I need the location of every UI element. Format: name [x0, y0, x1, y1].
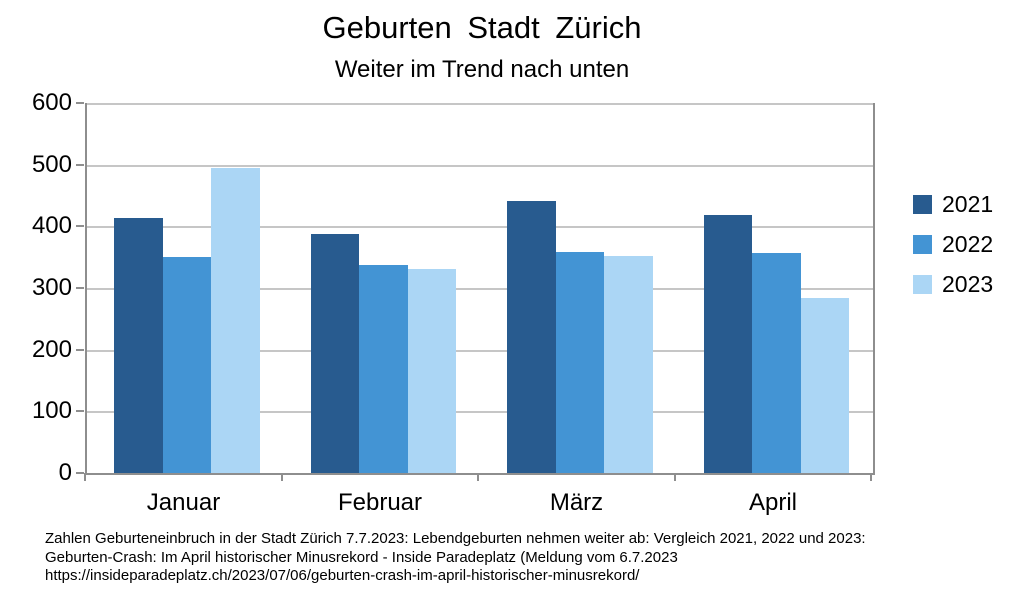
y-tick-label-300: 300: [31, 274, 72, 301]
bar-2021-januar: [114, 218, 163, 473]
gridline-400: [87, 226, 873, 229]
bar-2023-januar: [211, 167, 260, 473]
bar-2023-april: [800, 297, 850, 473]
legend-swatch-2022: [913, 235, 932, 254]
x-tick-1: [280, 473, 283, 481]
source-caption-line-2: Geburten-Crash: Im April historischer Mi…: [45, 548, 678, 566]
x-tick-2: [477, 473, 479, 481]
gridline-100: [87, 411, 873, 414]
y-tick-300: [76, 287, 84, 289]
legend-swatch-2023: [913, 275, 932, 294]
y-tick-0: [76, 472, 84, 474]
gridline-200: [87, 349, 873, 352]
legend: 2021 2022 2023: [913, 193, 993, 313]
legend-swatch-2021: [913, 195, 932, 214]
chart-subtitle: Weiter im Trend nach unten: [334, 56, 630, 83]
gridline-600: [87, 103, 873, 105]
y-tick-200: [76, 348, 84, 351]
bar-2021-april: [703, 215, 753, 473]
bar-2022-februar: [359, 265, 408, 473]
bar-2022-april: [752, 252, 801, 473]
source-caption-line-3: https://insideparadeplatz.ch/2023/07/06/…: [45, 567, 640, 584]
x-tick-label-februar: Februar: [337, 489, 423, 516]
legend-label-2021: 2021: [942, 191, 994, 217]
bar-2021-februar: [310, 234, 360, 473]
legend-label-2022: 2022: [942, 231, 994, 257]
plot-area: [85, 103, 875, 475]
legend-label-2023: 2023: [942, 271, 994, 297]
bar-2023-märz: [604, 255, 653, 473]
y-tick-label-400: 400: [31, 212, 72, 240]
y-tick-label-500: 500: [31, 150, 72, 178]
legend-item-2023: 2023: [913, 273, 993, 296]
y-tick-500: [76, 163, 84, 166]
y-tick-label-100: 100: [31, 397, 72, 425]
bar-2023-februar: [407, 268, 457, 473]
source-caption: Zahlen Geburteneinbruch in der Stadt Zür…: [45, 530, 866, 586]
x-tick-label-januar: Januar: [146, 489, 221, 516]
bar-2021-märz: [507, 201, 556, 473]
legend-item-2022: 2022: [913, 233, 993, 256]
y-tick-label-200: 200: [31, 335, 72, 363]
y-tick-100: [76, 410, 84, 413]
x-tick-4: [870, 473, 872, 481]
legend-item-2021: 2021: [913, 193, 993, 216]
x-axis-line: [85, 473, 875, 475]
y-tick-label-600: 600: [31, 89, 72, 116]
gridline-300: [87, 288, 873, 290]
y-tick-400: [76, 225, 84, 228]
x-tick-label-april: April: [748, 489, 797, 516]
y-tick-label-0: 0: [58, 459, 72, 486]
source-caption-line-1: Zahlen Geburteneinbruch in der Stadt Zür…: [45, 530, 866, 547]
x-tick-0: [84, 473, 86, 481]
y-tick-600: [76, 102, 84, 104]
bar-2022-januar: [162, 257, 212, 473]
chart-title: Geburten Stadt Zürich: [322, 10, 642, 45]
x-tick-3: [673, 473, 676, 481]
bar-2022-märz: [555, 252, 605, 473]
x-tick-label-märz: März: [549, 489, 604, 516]
gridline-500: [87, 164, 873, 167]
